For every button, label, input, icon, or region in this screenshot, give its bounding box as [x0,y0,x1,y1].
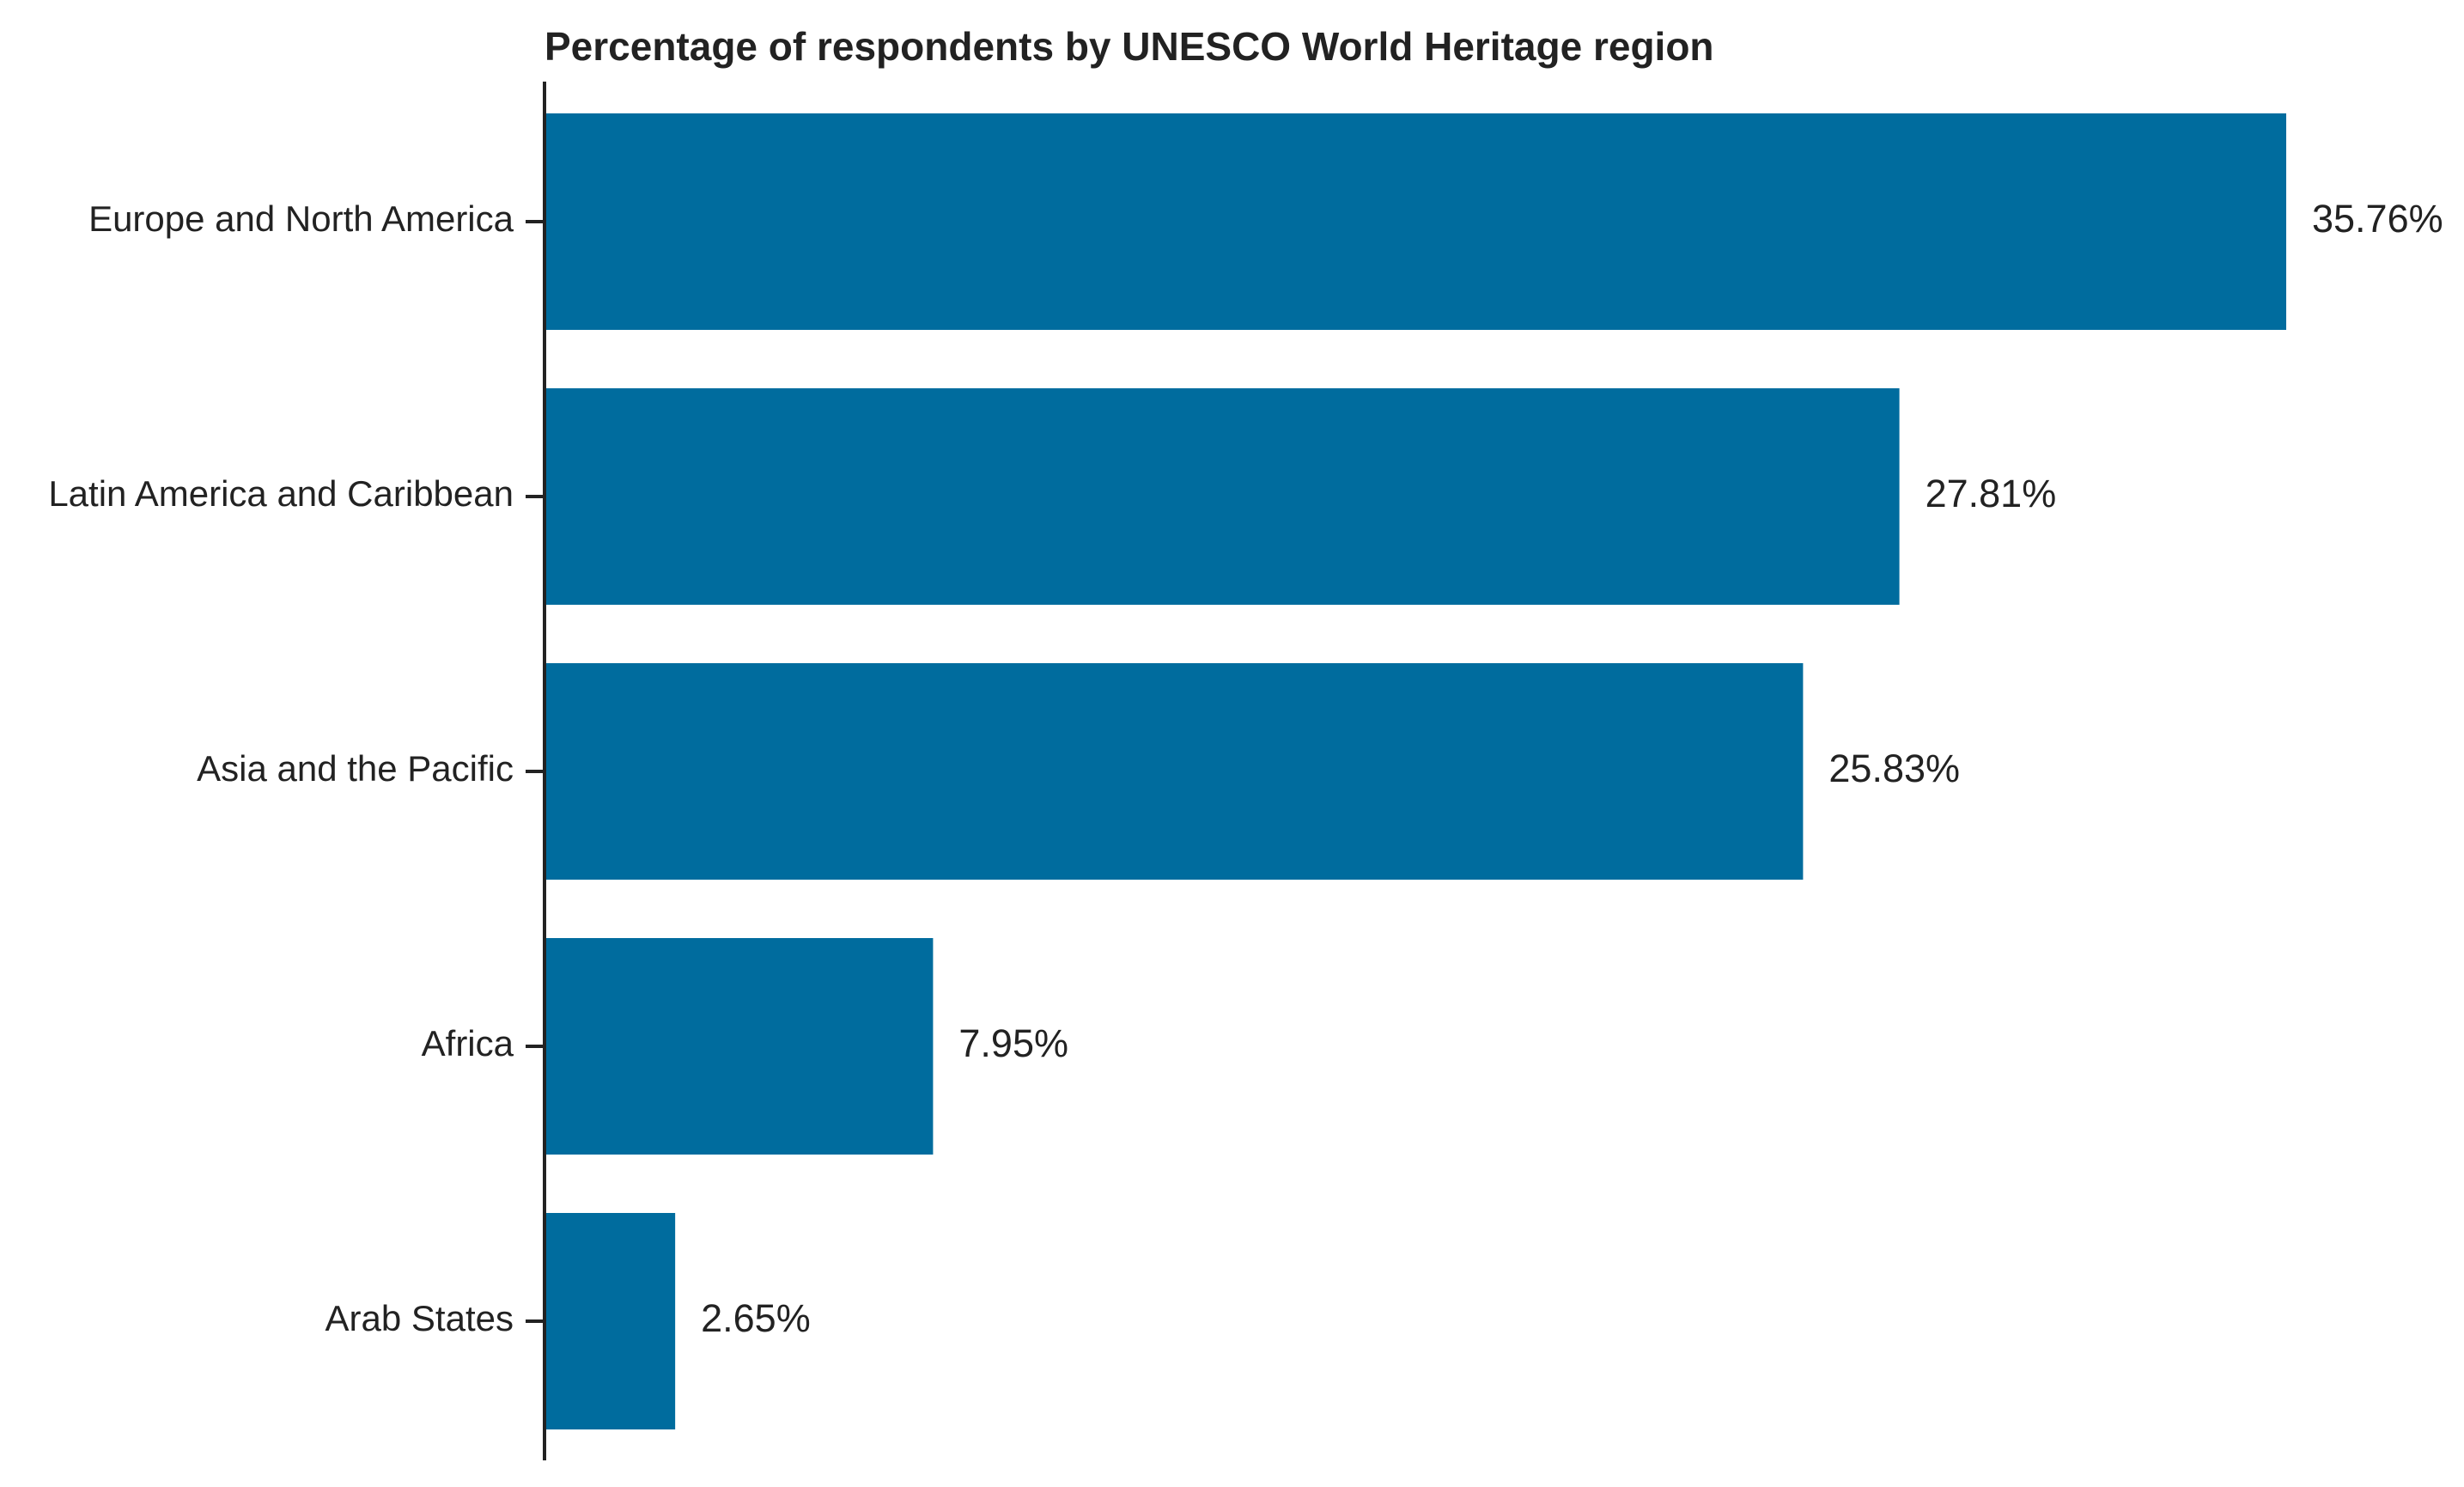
category-label-2: Asia and the Pacific [197,748,514,789]
category-label-1: Latin America and Caribbean [48,473,514,514]
bar-0 [546,113,2286,330]
value-label-4: 2.65% [701,1296,811,1340]
bar-2 [546,663,1804,880]
category-label-4: Arab States [325,1298,514,1338]
value-label-3: 7.95% [958,1021,1068,1065]
labels-layer: Europe and North America 35.76% Latin Amer… [48,197,2443,1340]
bar-1 [546,388,1900,605]
chart-title: Percentage of respondents by UNESCO Worl… [545,24,1714,69]
value-label-1: 27.81% [1926,472,2057,515]
bars-layer [546,113,2286,1429]
bar-3 [546,938,934,1155]
category-label-0: Europe and North America [88,198,514,239]
value-label-0: 35.76% [2312,197,2443,241]
category-label-3: Africa [422,1023,514,1063]
value-label-2: 25.83% [1828,747,1960,790]
bar-4 [546,1213,676,1429]
